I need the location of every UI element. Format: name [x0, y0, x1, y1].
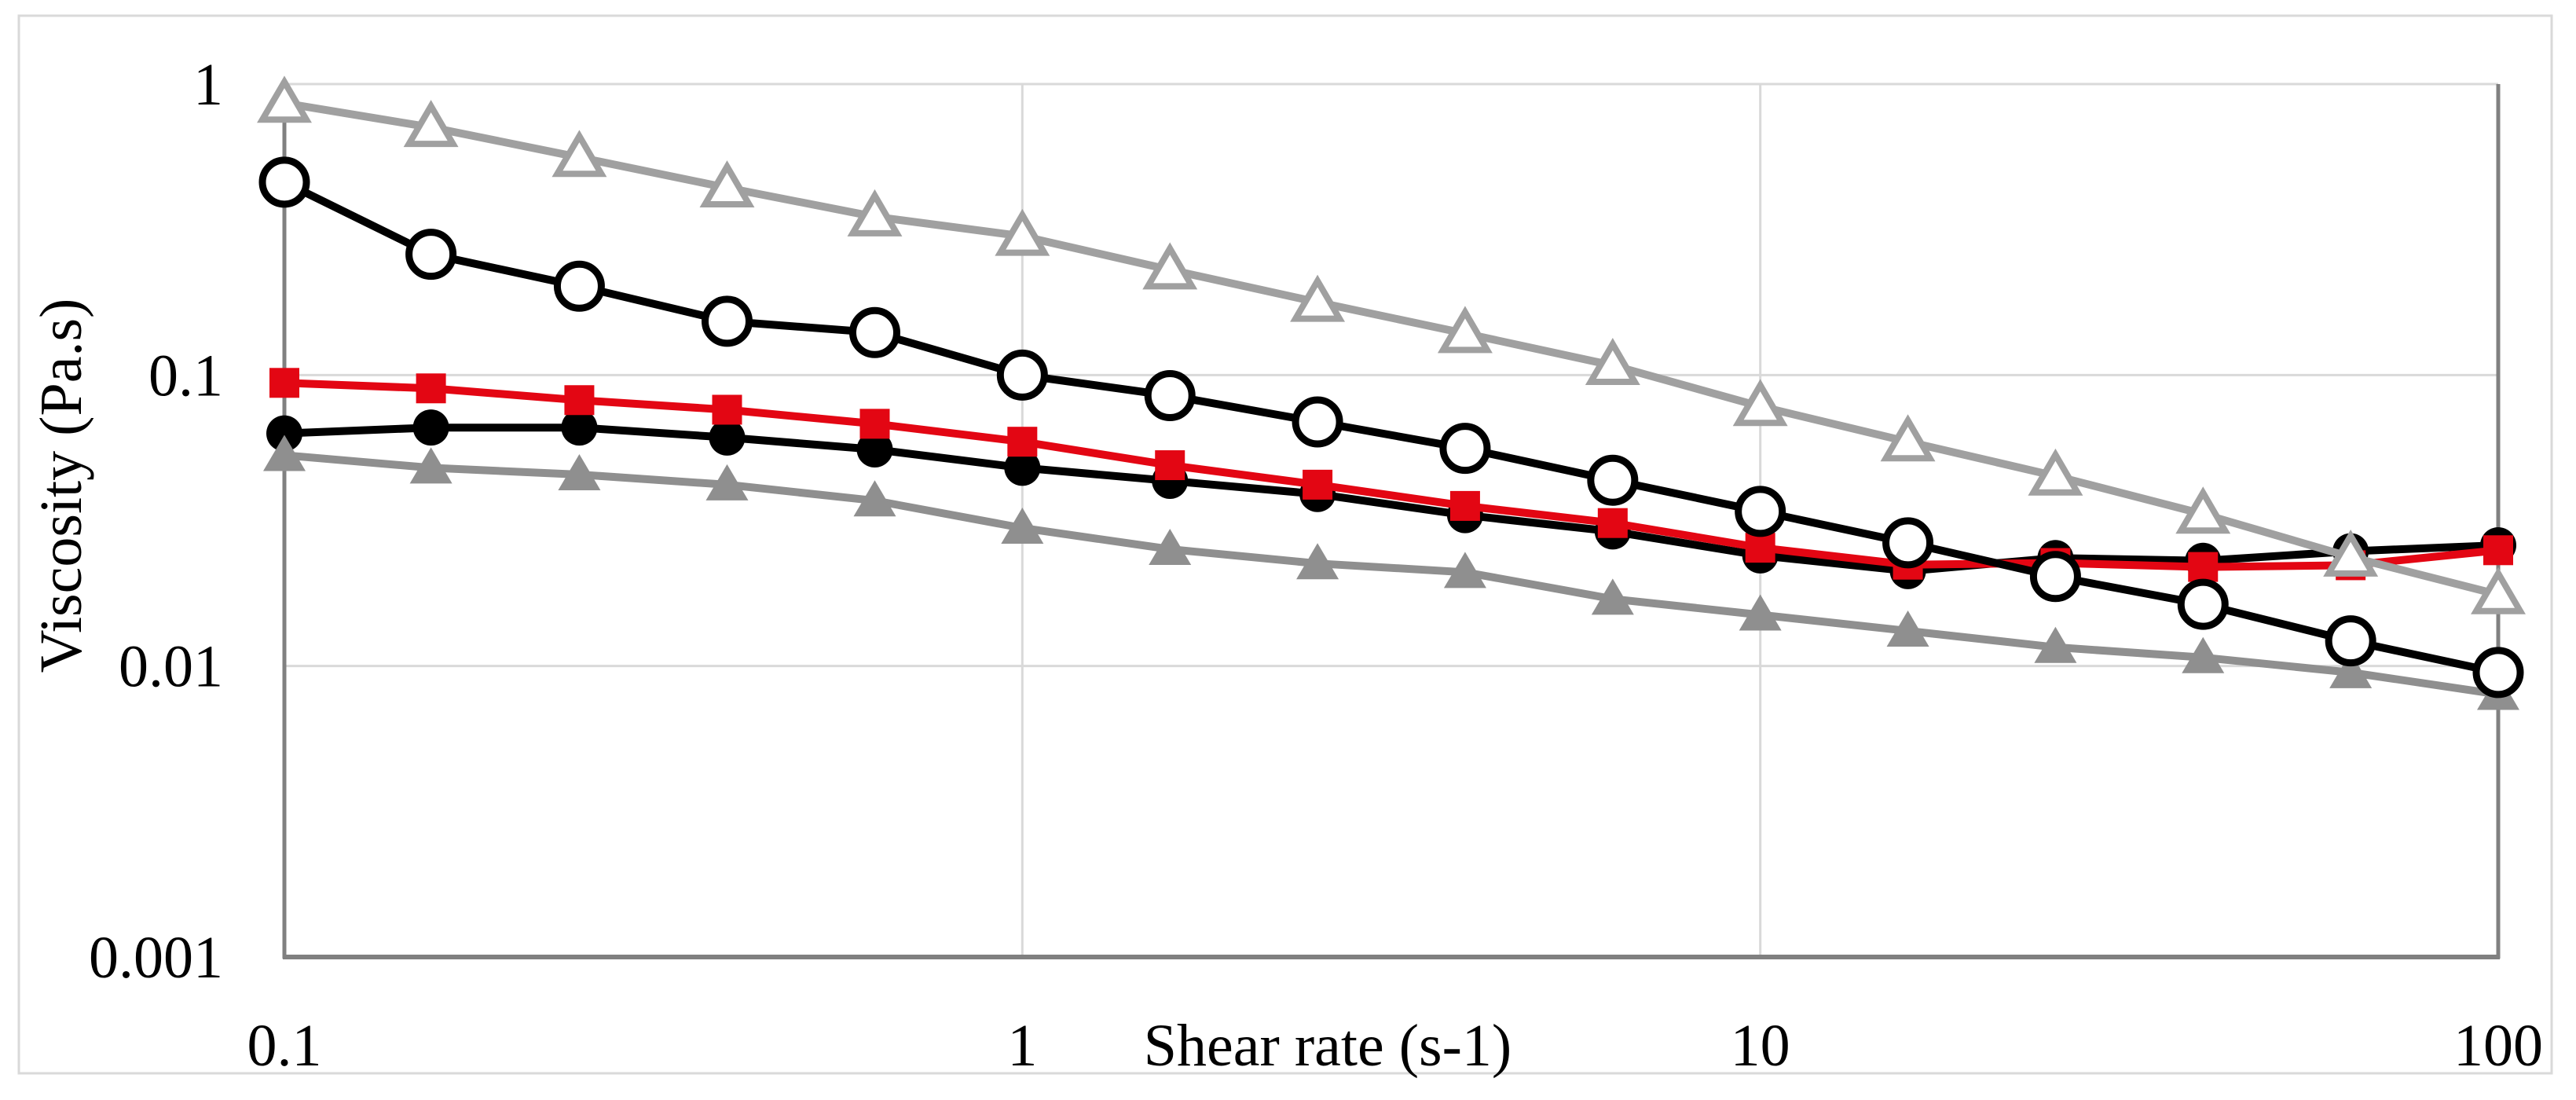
gridlines: [284, 82, 2498, 957]
y-tick-labels: 1 0.1 0.01 0.001: [89, 52, 223, 991]
y-tick-label-1: 1: [193, 52, 223, 118]
black-open-circle-series: [258, 156, 2524, 698]
x-tick-label-0.1: 0.1: [247, 1013, 322, 1079]
gray-filled-triangle-series-line: [284, 451, 2499, 698]
x-tick-label-100: 100: [2453, 1013, 2543, 1079]
gray-open-triangle-series-markers: [257, 75, 2526, 614]
red-filled-square-series-line: [284, 379, 2499, 571]
y-tick-label-0.01: 0.01: [119, 634, 223, 700]
x-tick-label-10: 10: [1731, 1013, 1790, 1079]
y-tick-label-0.1: 0.1: [148, 343, 223, 409]
black-filled-circle-series-line: [284, 424, 2499, 575]
gray-open-triangle-series-line: [284, 99, 2500, 599]
gray-open-triangle-series: [257, 75, 2526, 614]
chart-outer-border: [17, 14, 2553, 1075]
y-tick-label-0.001: 0.001: [89, 925, 223, 991]
black-open-circle-series-line: [282, 178, 2500, 676]
x-axis-title: Shear rate (s-1): [1144, 1013, 1512, 1079]
y-axis-title: Viscosity (Pa.s): [28, 299, 94, 673]
axis-lines: [282, 84, 2501, 959]
black-open-circle-series-markers: [258, 156, 2524, 698]
x-tick-labels: 0.1 1 10 100: [247, 1013, 2544, 1079]
x-tick-label-1: 1: [1007, 1013, 1037, 1079]
